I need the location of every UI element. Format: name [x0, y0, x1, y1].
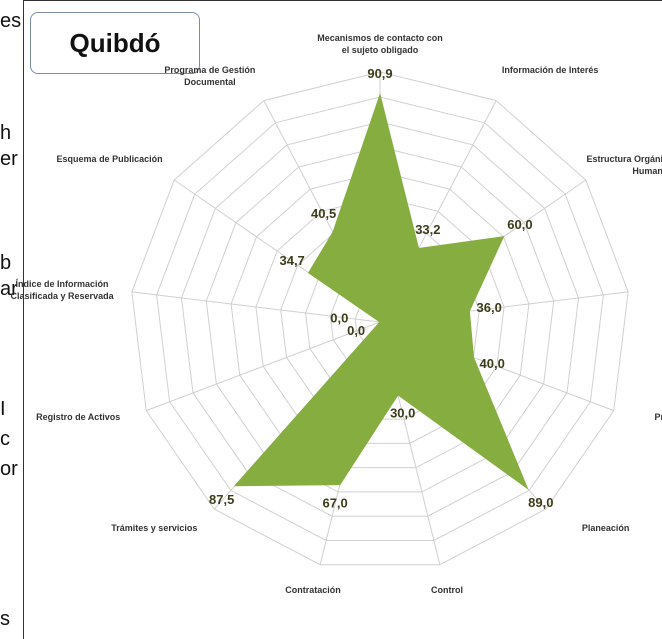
data-label: 40,5 — [311, 206, 336, 221]
category-label: Contratación — [285, 584, 341, 595]
data-label: 33,2 — [415, 222, 440, 237]
category-label: Control — [431, 584, 463, 595]
chart-title: Quibdó — [30, 12, 200, 74]
category-label: Mecanismos de contacto con el sujeto obl… — [317, 33, 443, 55]
category-label: Información de Interés — [501, 65, 599, 76]
text-fragment: I — [0, 398, 6, 420]
category-label: Esquema de Publicación — [56, 153, 163, 164]
text-fragment: c — [0, 428, 10, 450]
data-label: 36,0 — [477, 300, 502, 315]
data-label: 87,5 — [209, 492, 234, 507]
text-fragment: h — [0, 122, 12, 144]
grid-ring — [180, 121, 580, 517]
data-label: 90,9 — [367, 66, 392, 81]
grid-ring — [205, 146, 555, 493]
category-label: Normatividad — [633, 278, 662, 290]
text-fragment: er — [0, 148, 18, 170]
spoke — [131, 291, 381, 323]
text-fragment: b — [0, 252, 12, 274]
category-label: Planeación — [581, 522, 630, 533]
data-label: 0,0 — [330, 311, 348, 326]
text-fragment: s — [0, 608, 10, 630]
category-label: Estructura Orgánica y Talento Humano — [586, 153, 662, 176]
grid-ring — [131, 71, 629, 566]
data-label: 60,0 — [507, 217, 532, 232]
data-label: 34,7 — [279, 253, 304, 268]
category-label: Programa de Gestión Documental — [164, 65, 256, 88]
spoke — [146, 321, 381, 412]
category-label: Índice de Información Clasificada y Rese… — [10, 279, 114, 302]
text-fragment: or — [0, 458, 18, 480]
data-label: 0,0 — [347, 323, 365, 338]
category-label: Trámites y servicios — [111, 522, 198, 533]
grid-ring — [230, 171, 530, 469]
category-label: Presupuesto — [654, 412, 662, 423]
text-fragment: es — [0, 10, 22, 32]
data-label: 30,0 — [390, 406, 415, 421]
data-label: 89,0 — [528, 495, 553, 510]
category-label: Registro de Activos — [36, 412, 121, 423]
data-label: 40,0 — [480, 356, 505, 371]
data-label: 67,0 — [322, 495, 347, 510]
grid-ring — [156, 96, 604, 541]
radar-area — [233, 92, 529, 490]
chart-frame — [23, 0, 662, 639]
text-fragment: ar — [0, 278, 18, 300]
